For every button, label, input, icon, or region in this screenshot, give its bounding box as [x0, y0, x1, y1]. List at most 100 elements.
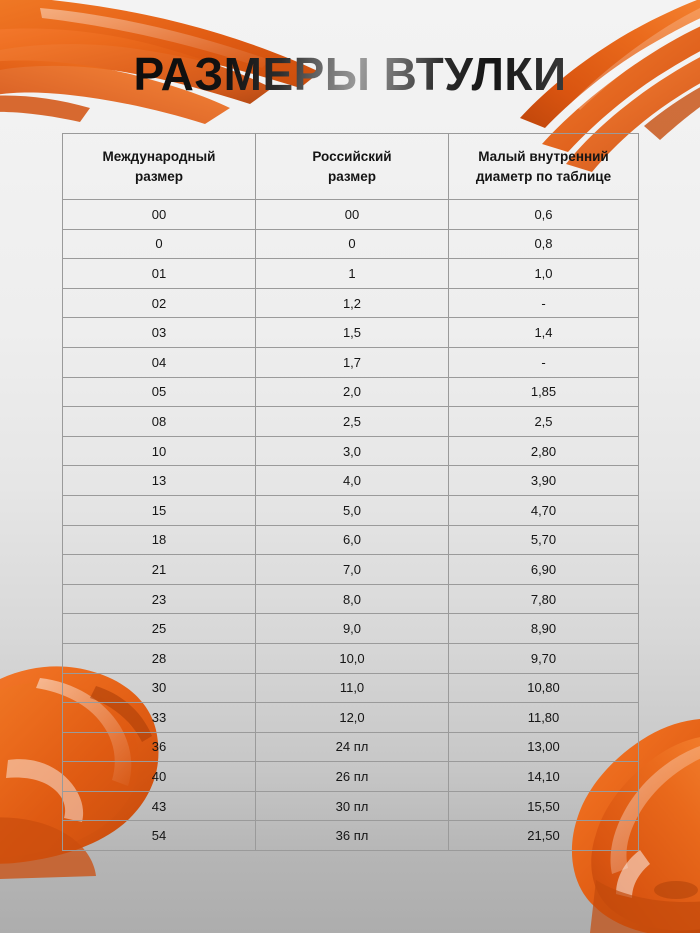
table-cell: 7,80 — [448, 583, 639, 615]
table-cell: 25 — [62, 613, 256, 644]
table-cell: 04 — [62, 346, 256, 378]
table-cell: 3,90 — [448, 465, 639, 496]
table-cell: 26 пл — [255, 761, 449, 792]
table-cell: 2,0 — [255, 376, 449, 408]
table-cell: 36 — [62, 731, 256, 763]
table-cell: - — [448, 287, 639, 319]
table-cell: 5,0 — [255, 494, 449, 526]
table-row: 25 9,0 8,90 — [62, 613, 639, 644]
table-row: 01 1 1,0 — [62, 258, 639, 289]
bushing-size-table: Международный размер Российский размер М… — [62, 133, 639, 852]
table-row: 40 26 пл 14,10 — [62, 761, 639, 792]
page-title: РАЗМЕРЫ ВТУЛКИ — [133, 48, 567, 100]
table-cell: 13,00 — [448, 731, 639, 763]
table-cell: 02 — [62, 287, 256, 319]
table-cell: 0,8 — [448, 228, 639, 260]
column-header-line-2: диаметр по таблице — [475, 168, 612, 184]
column-header-line-1: Международный — [102, 148, 216, 164]
table-cell: 21,50 — [448, 820, 639, 852]
table-cell: 7,0 — [255, 554, 449, 585]
table-cell: 11,0 — [255, 672, 449, 704]
column-header-line-2: размер — [327, 168, 377, 184]
table-row: 05 2,0 1,85 — [62, 376, 639, 408]
table-row: 33 12,0 11,80 — [62, 702, 639, 733]
table-row: 43 30 пл 15,50 — [62, 790, 639, 822]
table-cell: 10,0 — [255, 642, 449, 674]
table-cell: 6,90 — [448, 554, 639, 585]
table-body: 00 00 0,6 0 0 0,8 01 1 1,0 02 1,2-03 1,5 1,4 04 1,7-05… — [62, 199, 639, 852]
table-cell: 6,0 — [255, 524, 449, 556]
table-row: 00 00 0,6 — [62, 199, 639, 230]
table-cell: 14,10 — [448, 761, 639, 792]
table-cell: 10 — [62, 435, 256, 467]
table-row: 02 1,2- — [62, 287, 639, 319]
column-header-line-2: размер — [134, 168, 184, 184]
table-cell: - — [448, 346, 639, 378]
table-cell: 11,80 — [448, 702, 639, 733]
table-cell: 08 — [62, 406, 256, 437]
size-table-container: Международный размер Российский размер М… — [62, 133, 639, 852]
column-header-small-inner-diameter: Малый внутренний диаметр по таблице — [448, 133, 639, 200]
column-header-international-size: Международный размер — [62, 133, 256, 200]
table-cell: 0,6 — [448, 199, 639, 230]
table-header-row: Международный размер Российский размер М… — [62, 133, 639, 200]
table-cell: 1,2 — [255, 287, 449, 319]
table-cell: 01 — [62, 258, 256, 289]
table-row: 36 24 пл 13,00 — [62, 731, 639, 763]
table-row: 30 11,0 10,80 — [62, 672, 639, 704]
table-cell: 0 — [255, 228, 449, 260]
table-row: 13 4,0 3,90 — [62, 465, 639, 496]
table-cell: 13 — [62, 465, 256, 496]
table-cell: 1,0 — [448, 258, 639, 289]
table-cell: 18 — [62, 524, 256, 556]
table-cell: 24 пл — [255, 731, 449, 763]
table-cell: 43 — [62, 790, 256, 822]
table-cell: 1 — [255, 258, 449, 289]
table-cell: 00 — [255, 199, 449, 230]
table-cell: 2,5 — [255, 406, 449, 437]
table-cell: 4,70 — [448, 494, 639, 526]
table-cell: 36 пл — [255, 820, 449, 852]
table-cell: 9,0 — [255, 613, 449, 644]
page-title-container: РАЗМЕРЫ ВТУЛКИ — [0, 48, 700, 100]
table-row: 03 1,5 1,4 — [62, 317, 639, 348]
table-cell: 8,90 — [448, 613, 639, 644]
table-cell: 1,85 — [448, 376, 639, 408]
table-cell: 0 — [62, 228, 256, 260]
table-row: 10 3,0 2,80 — [62, 435, 639, 467]
table-cell: 10,80 — [448, 672, 639, 704]
table-cell: 21 — [62, 554, 256, 585]
table-row: 28 10,0 9,70 — [62, 642, 639, 674]
table-row: 04 1,7- — [62, 346, 639, 378]
table-cell: 8,0 — [255, 583, 449, 615]
table-cell: 1,4 — [448, 317, 639, 348]
table-cell: 03 — [62, 317, 256, 348]
table-cell: 12,0 — [255, 702, 449, 733]
column-header-line-1: Российский — [312, 148, 392, 164]
table-cell: 1,5 — [255, 317, 449, 348]
table-cell: 23 — [62, 583, 256, 615]
table-cell: 15 — [62, 494, 256, 526]
table-cell: 05 — [62, 376, 256, 408]
table-row: 15 5,0 4,70 — [62, 494, 639, 526]
column-header-line-1: Малый внутренний — [478, 148, 609, 164]
table-cell: 00 — [62, 199, 256, 230]
table-cell: 4,0 — [255, 465, 449, 496]
table-row: 0 0 0,8 — [62, 228, 639, 260]
table-cell: 33 — [62, 702, 256, 733]
table-cell: 30 — [62, 672, 256, 704]
table-header: Международный размер Российский размер М… — [62, 133, 639, 200]
table-cell: 9,70 — [448, 642, 639, 674]
table-row: 21 7,0 6,90 — [62, 554, 639, 585]
table-cell: 5,70 — [448, 524, 639, 556]
table-cell: 30 пл — [255, 790, 449, 822]
table-cell: 3,0 — [255, 435, 449, 467]
column-header-russian-size: Российский размер — [255, 133, 449, 200]
table-row: 23 8,0 7,80 — [62, 583, 639, 615]
table-row: 08 2,5 2,5 — [62, 406, 639, 437]
table-cell: 15,50 — [448, 790, 639, 822]
table-cell: 40 — [62, 761, 256, 792]
table-cell: 1,7 — [255, 346, 449, 378]
table-cell: 54 — [62, 820, 256, 852]
table-cell: 2,80 — [448, 435, 639, 467]
